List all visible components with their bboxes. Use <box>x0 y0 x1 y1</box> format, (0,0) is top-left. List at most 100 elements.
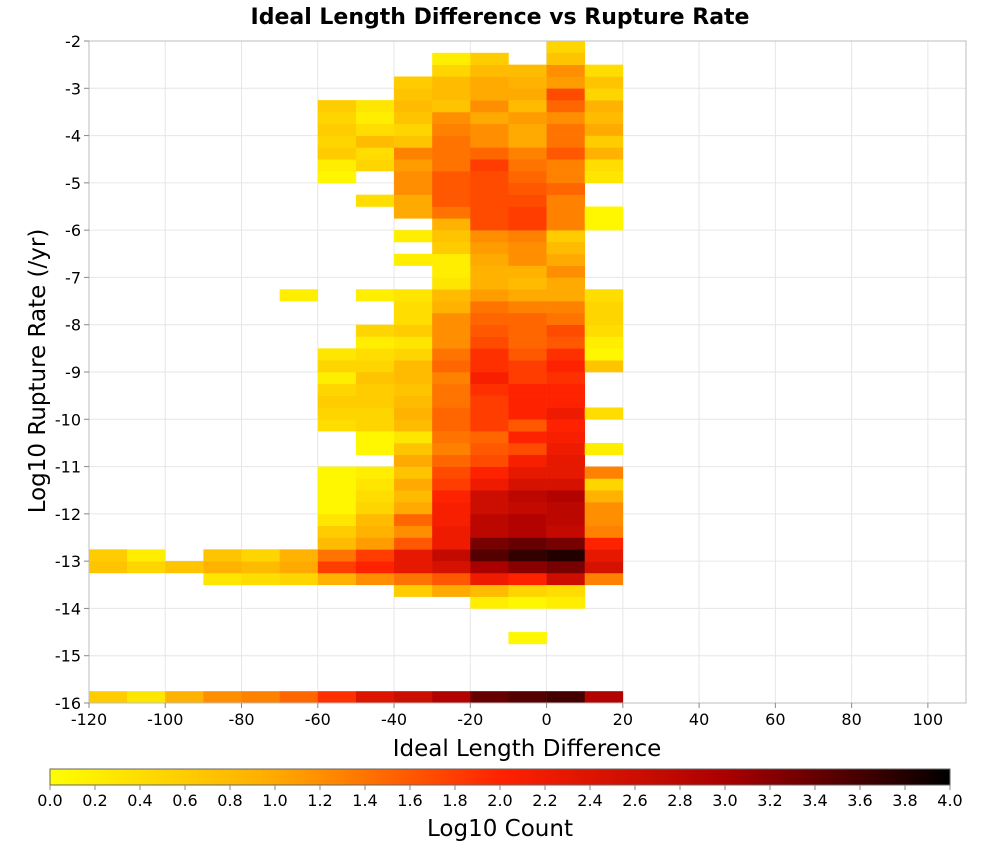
heatmap-cell <box>470 52 509 65</box>
heatmap-cell <box>470 230 509 243</box>
heatmap-cell <box>470 490 509 503</box>
heatmap-cell <box>432 159 471 172</box>
heatmap-cell <box>584 100 624 113</box>
heatmap-cell <box>584 159 624 172</box>
heatmap-cell <box>546 584 585 597</box>
x-tick-label: -20 <box>457 710 483 729</box>
colorbar-tick-label: 0.4 <box>127 791 152 810</box>
y-tick-label: -5 <box>65 174 81 193</box>
x-tick-label: -60 <box>305 710 331 729</box>
heatmap-cell <box>355 431 395 444</box>
heatmap-cell <box>470 561 509 574</box>
heatmap-cell <box>355 442 395 456</box>
colorbar-ticks: 0.0 0.2 0.4 0.6 0.8 1.0 1.2 1.4 1.6 1.8 2.0 2.2 2.4 2… <box>37 785 963 810</box>
colorbar <box>49 768 951 786</box>
heatmap-cell <box>432 289 471 302</box>
heatmap-cell <box>432 549 471 562</box>
heatmap-cell <box>470 502 509 515</box>
heatmap-cell <box>432 111 471 125</box>
heatmap-cell <box>584 312 624 326</box>
heatmap-cell <box>317 147 357 160</box>
heatmap-cell <box>394 147 433 160</box>
heatmap-cell <box>394 466 433 479</box>
colorbar-tick-label: 1.4 <box>352 791 377 810</box>
heatmap-cell <box>432 64 471 77</box>
heatmap-cell <box>355 691 395 704</box>
heatmap-cell <box>279 691 319 704</box>
heatmap-cell <box>394 442 433 456</box>
heatmap-cell <box>470 596 509 609</box>
heatmap-cell <box>432 561 471 574</box>
heatmap-cell <box>355 159 395 172</box>
x-tick-label: 80 <box>841 710 861 729</box>
heatmap-cell <box>508 230 547 243</box>
heatmap-cell <box>546 159 585 172</box>
heatmap-cell <box>432 336 471 349</box>
colorbar-tick-label: 2.6 <box>622 791 647 810</box>
heatmap-cell <box>546 123 585 136</box>
heatmap-cell <box>546 52 585 65</box>
heatmap-cell <box>317 111 357 125</box>
heatmap-cell <box>355 525 395 538</box>
heatmap-cell <box>546 64 585 77</box>
heatmap-cell <box>394 561 433 574</box>
x-tick-label: 20 <box>613 710 633 729</box>
heatmap-cell <box>355 383 395 396</box>
heatmap-cell <box>355 537 395 550</box>
heatmap-cell <box>432 537 471 550</box>
heatmap-cell <box>470 206 509 219</box>
heatmap-cell <box>546 502 585 515</box>
heatmap-cell <box>584 289 624 302</box>
heatmap-cell <box>317 135 357 148</box>
heatmap-cell <box>394 230 433 243</box>
colorbar-tick-label: 1.8 <box>442 791 467 810</box>
heatmap-cell <box>508 324 547 337</box>
heatmap-cell <box>470 395 509 408</box>
y-tick-label: -3 <box>65 79 81 98</box>
heatmap-cell <box>355 478 395 491</box>
heatmap-cell <box>317 691 357 704</box>
heatmap-cell <box>317 171 357 184</box>
heatmap-cell <box>470 88 509 101</box>
heatmap-cell <box>317 100 357 113</box>
heatmap-cell <box>394 478 433 491</box>
heatmap-cell <box>584 478 624 491</box>
heatmap-cell <box>355 549 395 562</box>
y-tick-label: -4 <box>65 127 81 146</box>
heatmap-cell <box>394 691 433 704</box>
heatmap-cell <box>470 123 509 136</box>
heatmap-cell <box>394 100 433 113</box>
colorbar-tick-label: 0.2 <box>82 791 107 810</box>
y-tick-label: -14 <box>55 599 81 618</box>
colorbar-label: Log10 Count <box>427 816 573 842</box>
heatmap-cell <box>470 147 509 160</box>
heatmap-cell <box>508 88 547 101</box>
heatmap-cell <box>508 691 547 704</box>
heatmap-cell <box>432 206 471 219</box>
heatmap-cell <box>394 372 433 385</box>
heatmap-cell <box>470 76 509 89</box>
heatmap-cell <box>317 572 357 586</box>
heatmap-cell <box>394 88 433 101</box>
heatmap-cell <box>355 490 395 503</box>
heatmap-cell <box>89 691 128 704</box>
heatmap-cell <box>546 147 585 160</box>
heatmap-cell <box>432 442 471 456</box>
heatmap-cell <box>432 383 471 396</box>
heatmap-cell <box>432 419 471 432</box>
heatmap-cell <box>317 549 357 562</box>
heatmap-cell <box>394 537 433 550</box>
heatmap-cell <box>317 490 357 503</box>
heatmap-cell <box>394 171 433 184</box>
heatmap-cell <box>546 336 585 349</box>
heatmap-cell <box>584 111 624 125</box>
heatmap-cell <box>394 324 433 337</box>
heatmap-cell <box>546 253 585 266</box>
heatmap-cell <box>279 561 319 574</box>
heatmap-cell <box>508 360 547 373</box>
heatmap-cell <box>317 466 357 479</box>
heatmap-cell <box>432 88 471 101</box>
heatmap-cell <box>89 549 128 562</box>
heatmap-cell <box>241 549 280 562</box>
heatmap-cell <box>546 289 585 302</box>
